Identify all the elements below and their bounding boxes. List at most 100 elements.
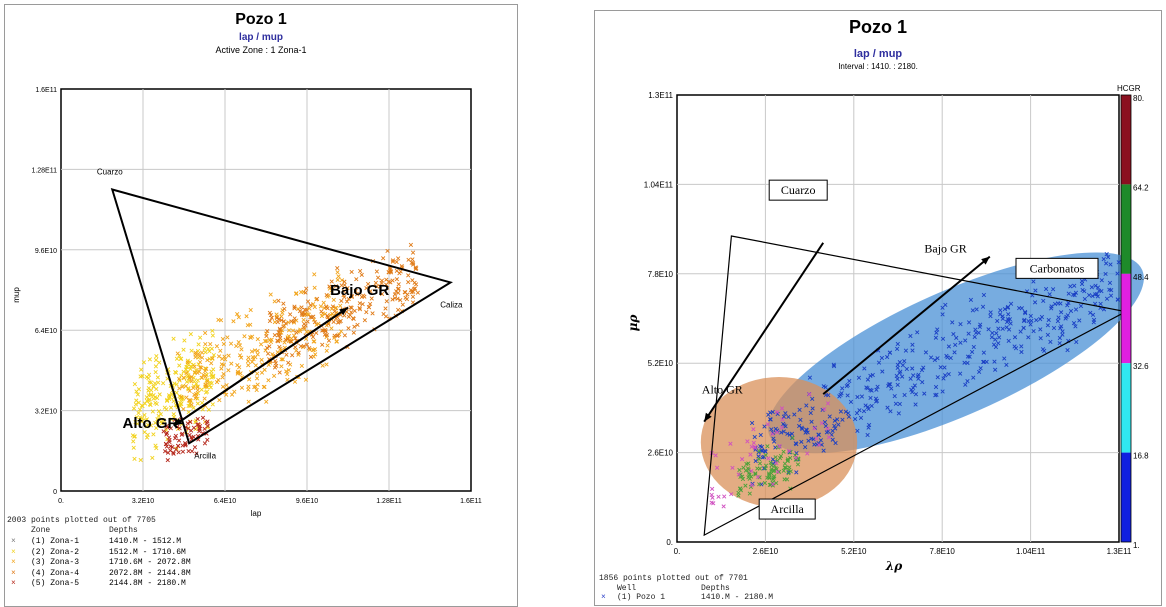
scatter-point [765, 444, 770, 449]
scatter-point [153, 400, 158, 406]
scatter-point [794, 442, 799, 447]
scatter-point [177, 426, 182, 431]
scatter-point [139, 419, 144, 424]
scatter-point [225, 335, 230, 340]
scatter-point [144, 417, 149, 422]
scatter-point [210, 328, 215, 333]
scatter-point [986, 327, 991, 332]
scatter-point [408, 242, 414, 248]
alto-gr-arrow [703, 242, 825, 423]
scatter-point [325, 343, 330, 348]
scatter-point [205, 437, 210, 442]
scatter-point [201, 372, 206, 377]
scatter-point [177, 363, 182, 368]
scatter-point [1103, 271, 1108, 277]
scatter-point [192, 364, 197, 369]
scatter-point [255, 348, 260, 354]
scatter-point [255, 371, 260, 376]
scatter-point [1073, 324, 1078, 329]
scatter-point [1095, 294, 1100, 299]
scatter-point [910, 390, 915, 395]
scatter-point [740, 474, 745, 479]
scatter-point [334, 339, 339, 344]
scatter-point [743, 483, 748, 488]
scatter-point [773, 455, 778, 460]
scatter-point [973, 330, 979, 335]
lithology-triangle [110, 188, 453, 445]
scatter-point [716, 494, 721, 499]
x-tick-label: 7.8E10 [930, 547, 956, 556]
left-scatter-plot: 0. 3.2E10 6.4E10 9.6E10 1.28E11 1.6E11 0 3.2E10… [12, 87, 482, 518]
scatter-point [276, 298, 281, 303]
scatter-point [246, 363, 251, 368]
scatter-point [1104, 251, 1109, 257]
label-arcilla-box [758, 498, 816, 520]
scatter-point [810, 406, 815, 411]
scatter-point [333, 305, 338, 311]
legend-zone-label: (3) Zona-3 [31, 558, 80, 567]
scatter-point [254, 376, 260, 381]
scatter-point [396, 256, 401, 261]
scatter-point [196, 351, 201, 356]
scatter-point [274, 315, 279, 321]
y-axis-label: mup [12, 287, 21, 303]
scatter-point [1059, 324, 1064, 329]
legend-row: × (3) Zona-3 1710.6M - 2072.8M [11, 558, 231, 568]
label-caliza: Caliza [440, 301, 463, 310]
scatter-point [902, 392, 907, 398]
scatter-point [326, 322, 331, 327]
scatter-point [197, 354, 202, 359]
scatter-point [1070, 292, 1076, 297]
scatter-point [263, 348, 268, 353]
scatter-point [180, 384, 185, 389]
scatter-point [908, 333, 913, 339]
scatter-point [199, 387, 204, 392]
scatter-point [794, 451, 799, 456]
scatter-point [369, 296, 374, 301]
scatter-point [293, 345, 298, 350]
y-tick-label: 1.6E11 [35, 87, 57, 94]
x-tick-label: 0. [58, 498, 64, 505]
legend-marker: × [11, 579, 16, 588]
scatter-point [774, 430, 780, 435]
scatter-point [792, 412, 797, 417]
scatter-point [768, 460, 773, 465]
scatter-point [365, 281, 371, 287]
scatter-point [191, 405, 196, 410]
scatter-point [1017, 306, 1022, 311]
scatter-point [173, 370, 179, 375]
scatter-point [919, 368, 925, 373]
scatter-point [303, 377, 309, 382]
scatter-point [951, 331, 956, 337]
scatter-point [135, 392, 141, 397]
y-tick-label: 0. [666, 538, 673, 547]
scatter-point [208, 341, 213, 347]
scatter-point [244, 314, 249, 319]
scatter-point [1006, 312, 1011, 317]
colorbar-tick-label: 1. [1133, 541, 1140, 550]
scatter-point [275, 320, 280, 325]
scatter-point [836, 422, 841, 427]
scatter-point [803, 430, 808, 435]
scatter-point [1018, 329, 1023, 334]
scatter-point [302, 307, 308, 312]
scatter-point [346, 296, 351, 302]
scatter-point [266, 362, 271, 368]
scatter-point [390, 297, 395, 302]
scatter-point [357, 301, 362, 306]
scatter-point [267, 337, 272, 343]
right-chart-subtitle: lap / mup [853, 48, 903, 60]
scatter-point [413, 266, 418, 272]
scatter-point [768, 417, 773, 422]
y-tick-label: 7.8E10 [648, 270, 674, 279]
scatter-point [981, 292, 987, 298]
scatter-point [333, 284, 339, 289]
scatter-point [282, 340, 287, 345]
scatter-point [370, 311, 375, 316]
scatter-point [186, 398, 192, 403]
scatter-point [320, 342, 325, 347]
scatter-point [1013, 346, 1019, 351]
scatter-point [762, 424, 767, 429]
scatter-point [220, 384, 226, 389]
scatter-point [273, 358, 278, 364]
